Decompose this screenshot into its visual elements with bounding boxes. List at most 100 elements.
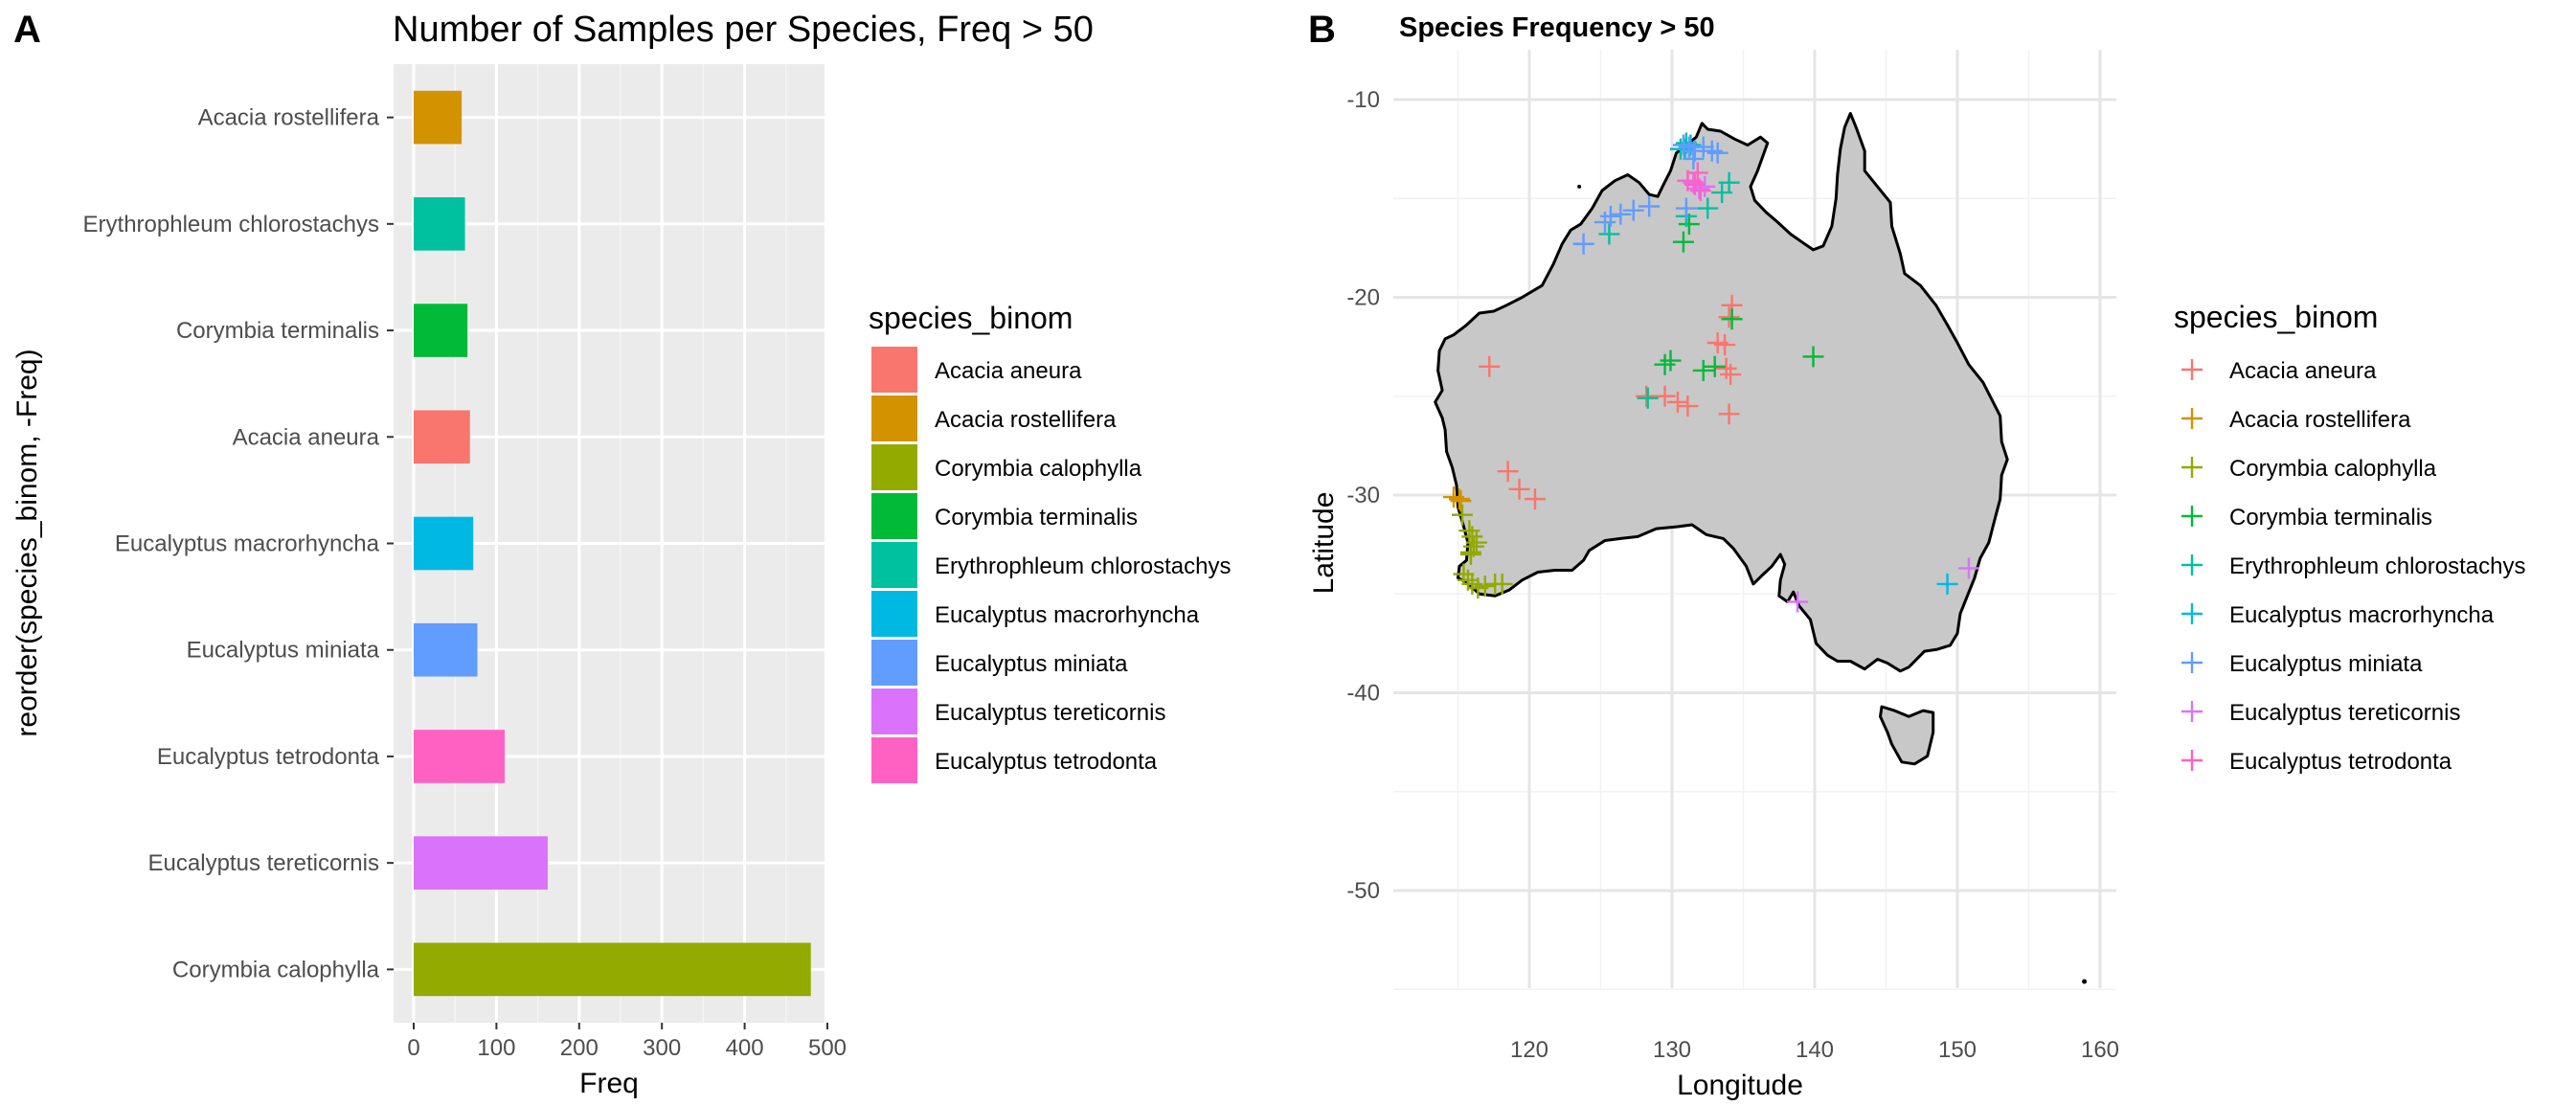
legend-label: Eucalyptus miniata [935,651,1128,677]
x-tick-label: 130 [1653,1037,1691,1063]
data-point [1692,359,1714,381]
data-point [1654,353,1676,375]
legend-label: Eucalyptus tereticornis [935,700,1165,726]
legend-key [871,542,917,588]
data-point [1666,391,1688,413]
legend-key [2181,457,2203,478]
chart-b-x-ticks: 120 130 140 150 160 [1510,1037,2119,1063]
chart-b-x-axis-label: Longitude [1677,1070,1803,1101]
data-point [1654,385,1676,407]
tasmania [1879,705,1935,766]
y-tick-label: -40 [1346,681,1380,707]
data-point [1637,387,1659,409]
data-point [1497,461,1519,483]
x-tick-label: 140 [1796,1037,1834,1063]
panel-b-letter: B [1308,9,1336,51]
x-tick-label: 400 [726,1035,764,1061]
legend-key [871,493,917,539]
x-tick-label: 200 [560,1035,599,1061]
chart-a-title: Number of Samples per Species, Freq > 50 [393,10,1094,50]
legend-key [871,444,917,490]
data-point [1688,177,1710,199]
data-point [1683,147,1705,169]
map-island-dot [1577,184,1582,189]
data-point [1692,136,1714,158]
data-point [1599,205,1621,227]
data-point [1675,197,1697,219]
data-point [1957,557,1979,579]
data-point [1660,350,1682,372]
legend-key [871,640,917,686]
data-point [1636,385,1658,407]
legend-label: Acacia aneura [935,358,1082,384]
bar [414,622,478,677]
data-point [1508,478,1530,500]
data-point [1701,140,1723,162]
data-point [1706,142,1729,164]
data-point [1677,395,1699,418]
bar [414,836,548,890]
data-point [1461,573,1483,595]
data-point [1718,171,1740,193]
panel-a-letter: A [13,9,41,51]
x-tick-label: 0 [407,1035,419,1061]
chart-b-y-ticks: -10 -20 -30 -40 -50 [1346,87,1380,904]
data-point [1572,233,1594,255]
y-tick-label: Acacia aneura [233,424,380,450]
legend-key [2181,701,2203,722]
data-point [1450,490,1472,512]
y-tick-label: Eucalyptus miniata [187,638,380,664]
data-point [1714,334,1736,356]
chart-a-legend-title: species_binom [869,301,1073,335]
x-tick-label: 150 [1938,1037,1977,1063]
y-tick-label: -50 [1346,878,1380,904]
data-point [1465,531,1487,553]
australia-mainland [1434,112,2009,673]
legend-label: Acacia rostellifera [2229,407,2411,433]
data-point [1610,203,1632,225]
bar [414,730,506,783]
chart-a-legend: species_binom Acacia aneura Acacia rostel… [869,301,1231,783]
chart-a-y-axis-label: reorder(species_binom, -Freq) [11,349,43,736]
y-tick-label: -20 [1346,285,1380,311]
legend-label: Eucalyptus macrorhyncha [935,602,1200,628]
bar [414,197,465,251]
data-point [1598,223,1620,245]
x-tick-label: 500 [808,1035,847,1061]
legend-label: Corymbia calophylla [2229,456,2437,482]
legend-label: Eucalyptus macrorhyncha [2229,602,2495,628]
data-point [1686,162,1708,184]
legend-key [2181,506,2203,527]
data-point [1694,175,1716,197]
legend-label: Eucalyptus tetrodonta [2229,749,2452,775]
bar [414,942,811,997]
legend-label: Corymbia terminalis [2229,505,2432,530]
legend-key [871,395,917,441]
panel-b: B Species Frequency > 50 -10 -20 -30 -40 -50… [1308,9,2525,1101]
panel-a: A Number of Samples per Species, Freq > … [11,9,1231,1099]
legend-key [2181,554,2203,576]
x-tick-label: 100 [477,1035,515,1061]
bar [414,410,470,464]
chart-b-points [1443,132,1979,613]
y-tick-label: Acacia rostellifera [198,105,380,131]
y-tick-label: Eucalyptus tetrodonta [157,744,380,770]
legend-label: Corymbia calophylla [935,456,1142,482]
legend-label: Eucalyptus miniata [2229,651,2423,677]
y-tick-label: Corymbia calophylla [172,957,380,982]
data-point [1802,346,1824,368]
legend-label: Eucalyptus tereticornis [2229,700,2460,726]
chart-b-legend-title: species_binom [2174,300,2378,334]
data-point [1697,197,1719,219]
data-point [1474,575,1496,597]
legend-key [871,688,917,734]
legend-label: Erythrophleum chlorostachys [935,553,1231,579]
legend-key [2181,359,2203,380]
data-point [1451,504,1473,526]
data-point [1448,488,1470,510]
chart-a-bars [414,90,811,997]
y-tick-label: -10 [1346,87,1380,113]
legend-label: Acacia aneura [2229,358,2377,384]
legend-label: Corymbia terminalis [935,505,1138,530]
data-point [1672,134,1694,156]
